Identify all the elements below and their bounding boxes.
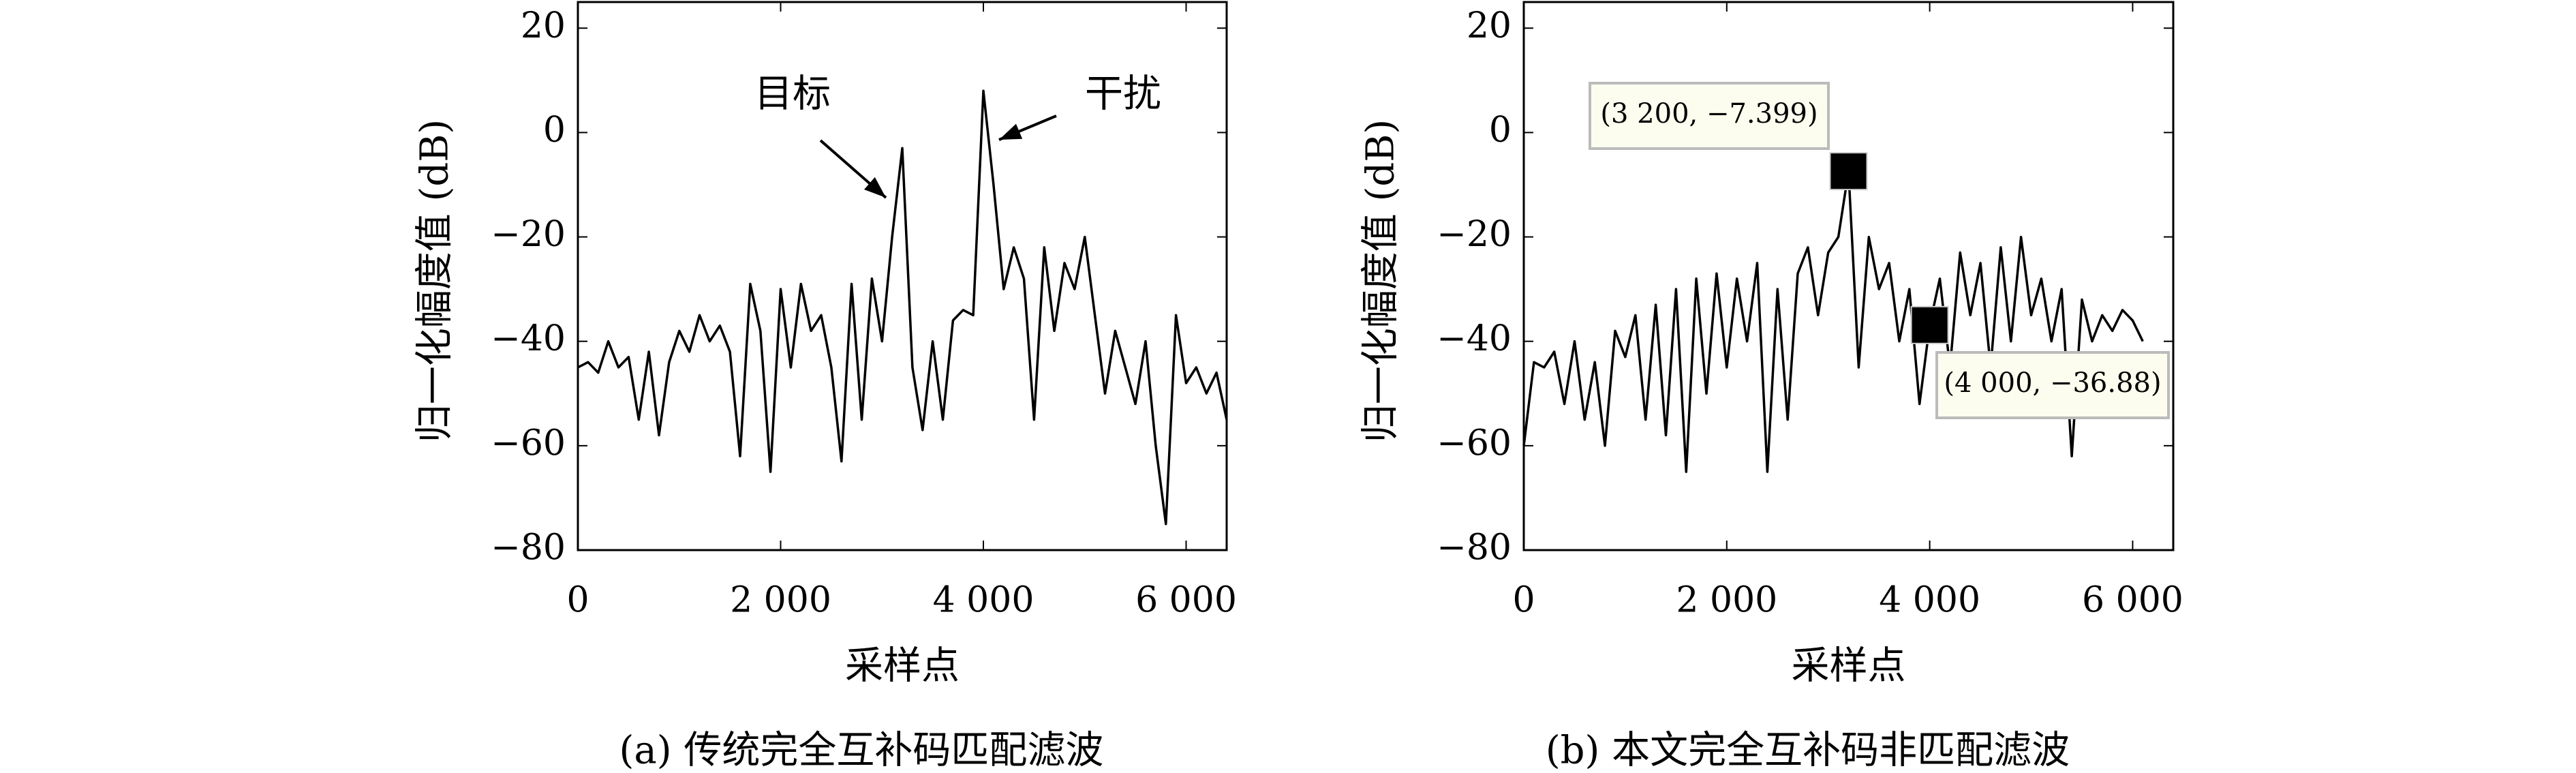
y-tick-label: 20 bbox=[521, 5, 566, 46]
y-tick-label: 0 bbox=[1489, 110, 1512, 151]
signal-line bbox=[1522, 170, 2144, 473]
y-tick-label: −80 bbox=[491, 528, 566, 569]
y-tick-label: −40 bbox=[1437, 318, 1512, 359]
annotation-arrowhead bbox=[999, 123, 1023, 140]
y-axis-label: 归一化幅度值 (dB) bbox=[413, 119, 457, 443]
y-tick-label: 0 bbox=[543, 110, 566, 151]
annotation: 干扰 bbox=[1085, 72, 1161, 117]
x-tick-label: 6 000 bbox=[2082, 580, 2183, 621]
x-tick-label: 6 000 bbox=[1135, 580, 1237, 621]
y-tick-label: −60 bbox=[491, 423, 566, 464]
x-tick-label: 4 000 bbox=[933, 580, 1034, 621]
caption: (a) 传统完全互补码匹配滤波 bbox=[619, 729, 1104, 773]
y-tick-label: −20 bbox=[1437, 214, 1512, 255]
x-tick-label: 0 bbox=[1512, 580, 1535, 621]
y-tick-label: −40 bbox=[491, 318, 566, 359]
x-tick-label: 4 000 bbox=[1879, 580, 1980, 621]
plot-frame bbox=[577, 1, 1228, 551]
y-axis-label: 归一化幅度值 (dB) bbox=[1359, 119, 1403, 443]
x-axis-label: 采样点 bbox=[1792, 644, 1906, 688]
x-tick-label: 0 bbox=[566, 580, 589, 621]
x-tick-label: 2 000 bbox=[730, 580, 831, 621]
x-tick-label: 2 000 bbox=[1676, 580, 1777, 621]
y-tick-label: −60 bbox=[1437, 423, 1512, 464]
x-axis-label: 采样点 bbox=[845, 644, 960, 688]
datatip-box bbox=[1589, 82, 1830, 150]
datatip-label: (3 200, −7.399) bbox=[1600, 98, 1818, 130]
plot-frame bbox=[1522, 1, 2175, 551]
y-tick-label: −20 bbox=[491, 214, 566, 255]
signal-line bbox=[577, 89, 1228, 526]
y-tick-label: −80 bbox=[1437, 528, 1512, 569]
datatip-label: (4 000, −36.88) bbox=[1944, 367, 2161, 399]
caption: (b) 本文完全互补码非匹配滤波 bbox=[1546, 729, 2070, 773]
datatip-marker bbox=[1910, 305, 1949, 344]
datatip-marker bbox=[1829, 152, 1868, 191]
y-tick-label: 20 bbox=[1467, 5, 1512, 46]
datatip-box bbox=[1935, 351, 2170, 419]
annotation: 目标 bbox=[754, 72, 831, 117]
annotation-arrowhead bbox=[864, 177, 886, 198]
